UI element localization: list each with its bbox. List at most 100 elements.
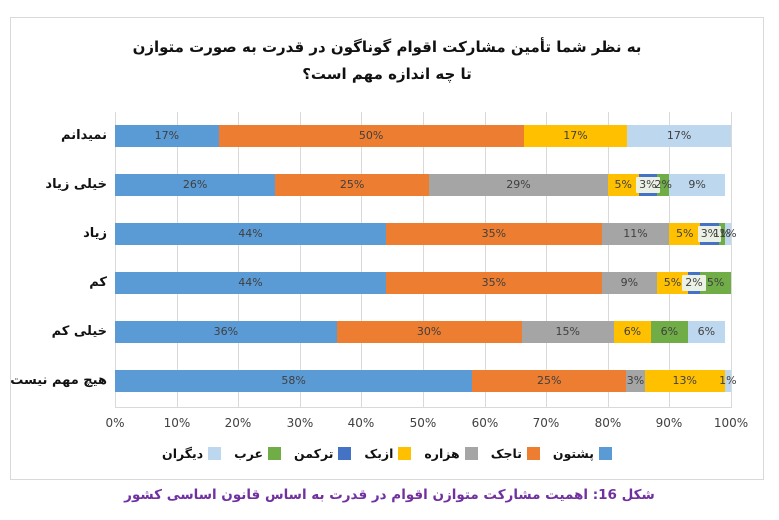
gridline [608, 112, 609, 408]
legend-item: عرب [234, 446, 282, 461]
x-tick-label: 50% [409, 416, 437, 430]
bar-segment: 44% [115, 223, 387, 245]
category-label: خیلی کم [51, 324, 107, 339]
gridline [731, 112, 732, 408]
legend-label: پشتون [552, 446, 594, 461]
x-tick-label: 70% [532, 416, 560, 430]
data-label: 2% [654, 178, 672, 191]
data-label: 36% [213, 325, 239, 338]
bar-segment: 13% [644, 370, 725, 392]
bar-segment: 35% [386, 272, 602, 294]
chart-frame [10, 17, 764, 480]
data-label: 17% [666, 129, 692, 142]
x-tick-label: 90% [655, 416, 683, 430]
bar-segment: 29% [429, 174, 608, 196]
legend-item: هزاره [424, 446, 478, 461]
data-label: 5% [706, 276, 725, 289]
bar-segment: 17% [115, 125, 219, 147]
legend-swatch-icon [338, 447, 352, 460]
bar-segment: 1% [713, 223, 730, 245]
bar-segment: 3% [697, 223, 722, 245]
legend-label: عرب [234, 446, 264, 461]
bar-segment: 25% [472, 370, 627, 392]
data-label: 29% [506, 178, 531, 191]
bar-segment: 44% [115, 272, 387, 294]
data-label: 1% [713, 227, 731, 240]
legend-swatch-icon [398, 447, 412, 460]
gridline [669, 112, 670, 408]
legend-label: تاجک [490, 446, 522, 461]
legend-item: پشتون [553, 446, 612, 461]
gridline [485, 112, 486, 408]
data-label: 5% [663, 276, 682, 289]
data-label: 26% [182, 178, 208, 191]
bar-segment: 25% [275, 174, 430, 196]
gridline [238, 112, 239, 408]
bar-segment: 9% [601, 272, 658, 294]
legend: پشتون تاجک هزاره ازبک ترکمن عرب دیگران [10, 446, 764, 461]
data-label: 5% [676, 227, 694, 240]
bar-row: 44% 35% 9% 5% 2% 5% [115, 272, 731, 294]
bar-segment: 26% [115, 174, 276, 196]
bar-row: 17% 50% 17% 17% [115, 125, 731, 147]
legend-item: ترکمن [294, 446, 352, 461]
bar-segment: 58% [115, 370, 473, 392]
legend-swatch-icon [208, 447, 222, 460]
category-label: هیچ مهم نیست [10, 373, 107, 388]
bar-segment: 5% [700, 272, 731, 294]
bar-row: 26% 25% 29% 5% 3% 2% 9% [115, 174, 725, 196]
chart-title-line1: به نظر شما تأمین مشارکت اقوام گوناگون در… [132, 38, 642, 56]
bar-segment: 6% [650, 321, 688, 343]
data-label: 6% [623, 325, 642, 338]
data-label: 17% [154, 129, 180, 142]
legend-swatch-icon [464, 447, 478, 460]
data-label: 11% [623, 227, 648, 240]
data-label: 44% [238, 276, 263, 289]
bar-segment: 6% [687, 321, 725, 343]
bar-row: 36% 30% 15% 6% 6% 6% [115, 321, 725, 343]
data-label: 13% [672, 374, 697, 387]
data-label: 9% [688, 178, 706, 191]
data-label: 1% [719, 227, 737, 240]
data-label: 25% [537, 374, 562, 387]
bar-segment: 5% [669, 223, 701, 245]
legend-item: ازبک [364, 446, 412, 461]
bar-segment: 3% [626, 370, 645, 392]
bar-segment: 15% [521, 321, 614, 343]
bar-segment: 1% [719, 223, 737, 245]
gridline [546, 112, 547, 408]
bar-segment: 35% [386, 223, 602, 245]
gridline [423, 112, 424, 408]
x-tick-label: 10% [163, 416, 191, 430]
bar-segment: 6% [613, 321, 651, 343]
data-label: 3% [636, 177, 660, 193]
legend-swatch-icon [598, 447, 612, 460]
bar-segment: 3% [636, 174, 660, 196]
legend-label: دیگران [162, 446, 204, 461]
data-label: 2% [682, 275, 706, 291]
bar-segment: 17% [523, 125, 628, 147]
data-label: 1% [719, 374, 737, 387]
bar-segment: 1% [719, 370, 737, 392]
bar-segment: 5% [657, 272, 688, 294]
gridline [177, 112, 178, 408]
data-label: 25% [339, 178, 365, 191]
legend-item: تاجک [491, 446, 540, 461]
x-tick-label: 100% [713, 416, 749, 430]
plot-area: 17% 50% 17% 17% 26% 25% 29% 5% 3% 2% 9% 44% 35% 11% 5%… [115, 112, 737, 408]
data-label: 6% [697, 325, 716, 338]
data-label: 15% [555, 325, 580, 338]
data-label: 44% [238, 227, 263, 240]
category-label: نمیدانم [61, 128, 107, 143]
category-label: خیلی زیاد [45, 177, 107, 192]
data-label: 17% [563, 129, 588, 142]
category-label: کم [89, 275, 107, 290]
gridline [361, 112, 362, 408]
bar-segment: 5% [607, 174, 639, 196]
x-tick-label: 30% [286, 416, 314, 430]
bar-segment: 9% [669, 174, 725, 196]
data-label: 35% [481, 276, 507, 289]
chart-title-line2: تا چه اندازه مهم است؟ [302, 65, 472, 83]
x-tick-label: 0% [105, 416, 125, 430]
bar-row: 58% 25% 3% 13% 1% [115, 370, 737, 392]
